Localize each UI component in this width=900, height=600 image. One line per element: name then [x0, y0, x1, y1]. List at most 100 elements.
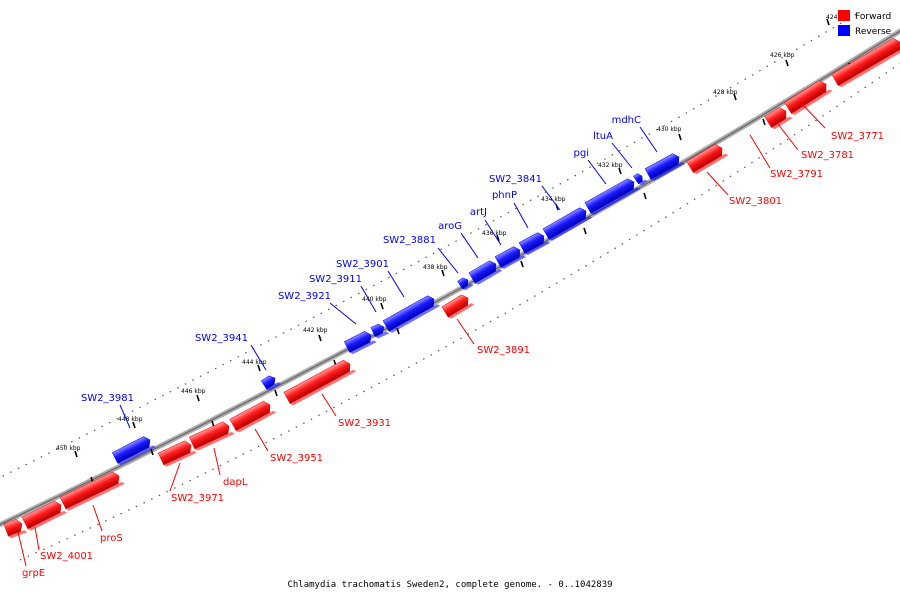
- gene-block-body: [644, 153, 680, 180]
- gene-block-body: [260, 375, 276, 390]
- gene-label-text: SW2_3791: [770, 169, 823, 180]
- legend-reverse-label: Reverse: [855, 27, 892, 37]
- gene-block-sw2_3881[interactable]: [457, 275, 474, 291]
- gene-label-sw2_3791[interactable]: SW2_3791: [749, 134, 823, 180]
- gene-label-sw2_3921[interactable]: SW2_3921: [278, 291, 357, 325]
- gene-label-sw2_3901[interactable]: SW2_3901: [336, 259, 405, 298]
- gene-block-sw2_3841[interactable]: [542, 205, 593, 242]
- gene-block-phnp[interactable]: [518, 230, 551, 256]
- gene-block-side: [475, 269, 503, 285]
- gene-block-grpe[interactable]: [3, 517, 28, 539]
- gene-leader-line: [484, 219, 502, 246]
- gene-block-side: [236, 410, 277, 433]
- gene-leader-line: [119, 404, 131, 429]
- gene-label-arog[interactable]: aroG: [438, 221, 479, 259]
- kbp-tick: 444 kbp: [242, 359, 278, 397]
- kbp-tick-mark-outer: [496, 234, 500, 242]
- kbp-tick-label: 450 kbp: [56, 445, 81, 452]
- gene-block-sw2_3801[interactable]: [686, 141, 729, 175]
- gene-label-sw2_3891[interactable]: SW2_3891: [456, 318, 530, 356]
- gene-block-body: [457, 277, 469, 290]
- gene-block-dapl[interactable]: [188, 419, 235, 451]
- gene-label-text: artJ: [470, 207, 487, 218]
- gene-block-artj[interactable]: [494, 244, 527, 270]
- gene-block-body: [518, 232, 545, 254]
- gene-block-arog[interactable]: [468, 258, 503, 286]
- gene-label-text: pgi: [574, 148, 589, 159]
- gene-label-sw2_3931[interactable]: SW2_3931: [321, 393, 391, 429]
- gene-label-text: SW2_3841: [489, 174, 542, 185]
- gene-block-sw2_3781[interactable]: [784, 77, 833, 116]
- gene-block-side: [388, 304, 441, 333]
- gene-label-artj[interactable]: artJ: [470, 207, 502, 246]
- kbp-tick-label: 426 kbp: [770, 52, 795, 59]
- gene-label-phnp[interactable]: phnP: [492, 190, 529, 229]
- gene-block-sw2_3971[interactable]: [157, 438, 197, 467]
- gene-block-side: [650, 162, 686, 181]
- gene-block-sw2_3941[interactable]: [260, 373, 281, 392]
- gene-block-sw2_3911[interactable]: [370, 322, 390, 340]
- gene-leader-line: [250, 344, 267, 371]
- kbp-tick-mark-inner: [150, 448, 154, 456]
- gene-block-body: [686, 144, 723, 173]
- kbp-tick-mark-inner: [520, 260, 524, 268]
- kbp-tick-mark-outer: [196, 394, 200, 402]
- gene-block-sw2_3921[interactable]: [343, 329, 377, 355]
- gene-block-side: [163, 450, 197, 467]
- gene-label-sw2_4001[interactable]: SW2_4001: [34, 526, 93, 562]
- gene-block-side: [349, 340, 377, 355]
- gene-block-sw2_3771[interactable]: [831, 35, 900, 88]
- gene-block-sw2_4001[interactable]: [21, 498, 68, 531]
- gene-leader-line: [17, 531, 27, 567]
- gene-label-sw2_3941[interactable]: SW2_3941: [195, 333, 267, 371]
- gene-label-sw2_3911[interactable]: SW2_3911: [309, 274, 377, 313]
- gene-label-grpe[interactable]: grpE: [17, 531, 45, 579]
- gene-block-sw2_3931[interactable]: [283, 357, 357, 406]
- gene-leader-line: [437, 247, 459, 274]
- gene-label-pros[interactable]: proS: [92, 504, 123, 544]
- gene-labels: SW2_3771 SW2_3781 SW2_3791 SW2_3801 mdhC ltuA…: [17, 101, 884, 579]
- gene-label-sw2_3981[interactable]: SW2_3981: [81, 393, 134, 429]
- gene-leader-line: [456, 318, 475, 345]
- gene-label-pgi[interactable]: pgi: [574, 148, 607, 185]
- gene-leader-line: [706, 171, 729, 196]
- gene-block-side: [448, 303, 475, 319]
- gene-label-dapl[interactable]: dapL: [213, 447, 248, 488]
- gene-leader-line: [321, 393, 337, 417]
- gene-block-sw2_3981[interactable]: [111, 434, 156, 466]
- legend-item-forward[interactable]: Forward: [838, 10, 891, 22]
- gene-block-pros[interactable]: [59, 469, 125, 511]
- gene-label-sw2_3841[interactable]: SW2_3841: [489, 174, 561, 211]
- kbp-tick-mark-outer: [678, 133, 682, 141]
- gene-block-pgi[interactable]: [584, 176, 641, 216]
- kbp-tick-label: 430 kbp: [657, 126, 682, 133]
- gene-label-text: SW2_3981: [81, 393, 134, 404]
- gene-block-side: [548, 216, 593, 241]
- gene-block-side: [524, 241, 551, 255]
- gene-block-sw2_3901[interactable]: [382, 293, 441, 334]
- gene-block-sw2_3891[interactable]: [441, 292, 475, 320]
- gene-label-text: SW2_3801: [729, 196, 782, 207]
- gene-label-sw2_3881[interactable]: SW2_3881: [383, 235, 459, 274]
- gene-block-body: [584, 178, 635, 214]
- gene-label-text: SW2_3931: [338, 418, 391, 429]
- gene-label-sw2_3771[interactable]: SW2_3771: [799, 101, 884, 142]
- gene-block-sw2_3791[interactable]: [764, 104, 793, 130]
- gene-label-text: SW2_3891: [477, 345, 530, 356]
- gene-label-sw2_3801[interactable]: SW2_3801: [706, 171, 782, 207]
- gene-block-mdhc[interactable]: [644, 151, 686, 182]
- gene-label-mdhc[interactable]: mdhC: [612, 115, 658, 153]
- kbp-tick-label: 428 kbp: [713, 89, 738, 96]
- map-caption: Chlamydia trachomatis Sweden2, complete …: [287, 580, 612, 590]
- gene-label-sw2_3971[interactable]: SW2_3971: [169, 462, 224, 504]
- gene-label-sw2_3781[interactable]: SW2_3781: [777, 123, 854, 161]
- gene-block-ltua[interactable]: [633, 171, 648, 186]
- kbp-tick: 448 kbp: [118, 416, 154, 456]
- gene-block-sw2_3951[interactable]: [229, 398, 277, 433]
- gene-label-sw2_3951[interactable]: SW2_3951: [254, 428, 323, 464]
- gene-block-body: [157, 440, 192, 466]
- gene-block-side: [266, 382, 281, 391]
- gene-block-body: [494, 246, 521, 268]
- gene-label-ltua[interactable]: ltuA: [593, 131, 633, 169]
- legend-item-reverse[interactable]: Reverse: [838, 25, 892, 37]
